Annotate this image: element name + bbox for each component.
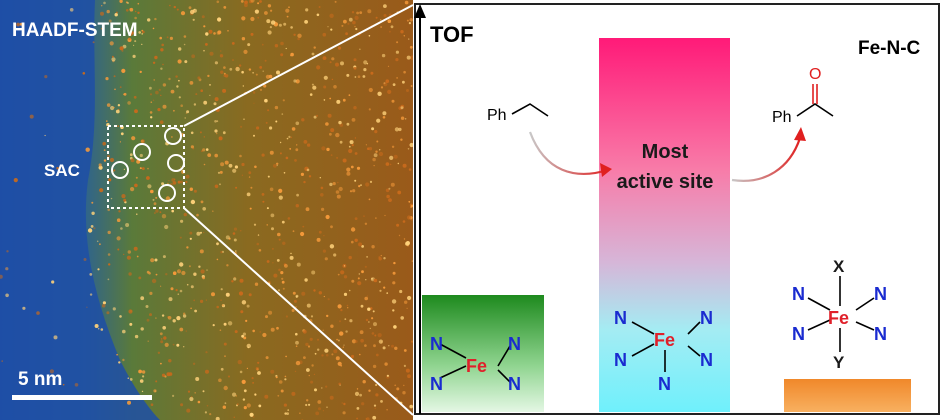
site-right-n: N (874, 324, 887, 344)
product-molecule: Ph O (772, 66, 834, 126)
reactant-molecule: Ph (487, 103, 549, 124)
zoom-line-top (183, 4, 414, 127)
site-left-n: N (508, 334, 521, 354)
sac-label: SAC (44, 161, 80, 180)
site-right-n: N (874, 284, 887, 304)
site-right: X Y N N N N Fe (792, 257, 887, 372)
site-middle-n: N (614, 350, 627, 370)
site-middle-n: N (614, 308, 627, 328)
bar-center (599, 38, 730, 412)
site-right-x: X (833, 257, 845, 276)
site-left-n: N (430, 374, 443, 394)
sac-circle (111, 161, 129, 179)
sac-circle (158, 184, 176, 202)
sac-circle (167, 154, 185, 172)
site-right-fe: Fe (828, 308, 849, 328)
tof-axis-arrow (414, 4, 426, 18)
sac-circles (111, 127, 185, 202)
site-middle-fe: Fe (654, 330, 675, 350)
scale-bar-label: 5 nm (18, 369, 62, 390)
site-left-fe: Fe (466, 356, 487, 376)
site-left-n: N (430, 334, 443, 354)
product-ph: Ph (772, 109, 792, 126)
reaction-arrow-out-head (794, 127, 806, 141)
product-o: O (809, 66, 821, 83)
site-left-n: N (508, 374, 521, 394)
reaction-arrow-in (528, 131, 609, 175)
reaction-arrow-out (731, 137, 802, 182)
site-middle-n: N (700, 308, 713, 328)
reaction-arrow-in-head (600, 163, 612, 177)
reactant-ph: Ph (487, 107, 507, 124)
material-label: Fe-N-C (858, 38, 921, 59)
center-bar-label-1: Most (642, 141, 689, 163)
scale-bar (12, 395, 152, 400)
zoom-line-bottom (183, 207, 414, 416)
site-right-n: N (792, 324, 805, 344)
site-middle-n: N (658, 374, 671, 394)
bar-right (784, 379, 911, 412)
bar-left (422, 295, 544, 412)
site-left: N N N N Fe (430, 334, 521, 394)
sac-circle (133, 143, 151, 161)
sac-circle (164, 127, 182, 145)
site-middle-n: N (700, 350, 713, 370)
tof-label: TOF (430, 22, 474, 47)
stem-title: HAADF-STEM (12, 20, 138, 41)
site-right-y: Y (833, 353, 845, 372)
site-middle: N N N N N Fe (614, 308, 713, 394)
site-right-n: N (792, 284, 805, 304)
center-bar-label-2: active site (617, 171, 714, 193)
stem-image (0, 0, 413, 420)
